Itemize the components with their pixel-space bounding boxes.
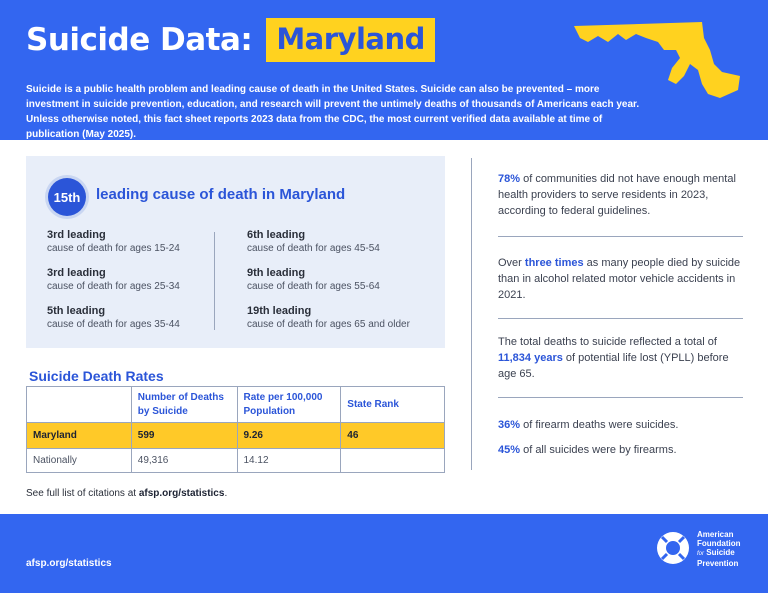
age-rank-item: 19th leading cause of death for ages 65 …: [247, 304, 427, 342]
age-rank-column-left: 3rd leading cause of death for ages 15-2…: [47, 228, 227, 342]
table-header-row: Number of Deaths by Suicide Rate per 100…: [26, 386, 445, 423]
age-rank-detail: cause of death for ages 45-54: [247, 243, 380, 254]
table-cell: 9.26: [236, 422, 342, 449]
vertical-divider: [471, 158, 472, 470]
stat-text: as many people died by suicide than in a…: [498, 257, 741, 301]
age-rank-detail: cause of death for ages 25-34: [47, 281, 180, 292]
stat-providers: 78% of communities did not have enough m…: [498, 171, 746, 219]
table-cell: 14.12: [236, 448, 342, 473]
page-title: Suicide Data:: [26, 22, 253, 58]
stat-highlight: 11,834 years: [498, 352, 563, 364]
state-name-badge: Maryland: [266, 18, 435, 62]
age-rank-heading: 9th leading: [247, 267, 306, 279]
citations-suffix: .: [224, 488, 228, 499]
citations-link[interactable]: afsp.org/statistics: [138, 488, 225, 499]
table-header-cell: [26, 386, 132, 423]
table-row-national: Nationally 49,316 14.12: [26, 448, 445, 473]
age-rank-item: 9th leading cause of death for ages 55-6…: [247, 266, 427, 304]
age-rank-heading: 5th leading: [47, 305, 106, 317]
stat-text: of firearm deaths were suicides.: [520, 419, 679, 431]
age-rank-detail: cause of death for ages 15-24: [47, 243, 180, 254]
stat-text: of communities did not have enough menta…: [498, 173, 736, 217]
logo-line-word: Suicide: [706, 548, 735, 557]
footer-banner: afsp.org/statistics American Foundation …: [0, 514, 768, 593]
stat-ypll: The total deaths to suicide reflected a …: [498, 334, 746, 382]
life-ring-icon: [657, 532, 689, 564]
age-rank-item: 6th leading cause of death for ages 45-5…: [247, 228, 427, 266]
stat-highlight: 45%: [498, 444, 521, 456]
stat-divider: [498, 236, 743, 237]
rank-label: leading cause of death in Maryland: [96, 186, 346, 203]
stat-highlight: three times: [524, 257, 584, 269]
age-rank-detail: cause of death for ages 35-44: [47, 319, 180, 330]
maryland-map-icon: [574, 22, 740, 98]
stat-divider: [498, 397, 743, 398]
citations-prefix: See full list of citations at: [26, 488, 139, 499]
stat-highlight: 78%: [498, 173, 521, 185]
stat-firearm-deaths: 36% of firearm deaths were suicides.: [498, 417, 746, 433]
age-rank-detail: cause of death for ages 65 and older: [247, 319, 410, 330]
stat-text: The total deaths to suicide reflected a …: [498, 336, 717, 348]
age-rank-item: 3rd leading cause of death for ages 25-3…: [47, 266, 227, 304]
age-rank-detail: cause of death for ages 55-64: [247, 281, 380, 292]
rates-table: Number of Deaths by Suicide Rate per 100…: [26, 386, 445, 473]
table-cell: Maryland: [26, 422, 132, 449]
age-rank-heading: 3rd leading: [47, 229, 106, 241]
logo-line: Foundation: [697, 539, 741, 548]
table-cell: 49,316: [130, 448, 238, 473]
rank-badge: 15th: [48, 178, 86, 216]
header-banner: Suicide Data: Maryland Suicide is a publ…: [0, 0, 768, 140]
age-rank-item: 3rd leading cause of death for ages 15-2…: [47, 228, 227, 266]
stat-comparison: Over three times as many people died by …: [498, 255, 746, 303]
logo-line: American: [697, 530, 734, 539]
age-rank-heading: 19th leading: [247, 305, 312, 317]
table-cell: [340, 448, 445, 473]
table-row-maryland: Maryland 599 9.26 46: [26, 422, 445, 449]
age-rank-item: 5th leading cause of death for ages 35-4…: [47, 304, 227, 342]
column-divider: [214, 232, 215, 330]
logo-line: Prevention: [697, 559, 739, 568]
logo-line: for Suicide: [697, 548, 757, 559]
footer-link[interactable]: afsp.org/statistics: [26, 558, 112, 569]
rates-title: Suicide Death Rates: [29, 368, 164, 384]
age-rank-heading: 3rd leading: [47, 267, 106, 279]
leading-cause-panel: 15th leading cause of death in Maryland …: [26, 156, 445, 348]
table-cell: 599: [130, 422, 238, 449]
citations-note: See full list of citations at afsp.org/s…: [26, 488, 227, 499]
table-cell: 46: [340, 422, 445, 449]
table-header-cell: Rate per 100,000 Population: [236, 386, 342, 423]
page-title-row: Suicide Data: Maryland: [26, 18, 435, 62]
logo-for: for: [697, 551, 705, 557]
stat-highlight: 36%: [498, 419, 521, 431]
stat-divider: [498, 318, 743, 319]
intro-paragraph: Suicide is a public health problem and l…: [26, 84, 640, 140]
table-cell: Nationally: [26, 448, 132, 473]
stat-firearm-suicides: 45% of all suicides were by firearms.: [498, 442, 746, 458]
table-header-cell: Number of Deaths by Suicide: [130, 386, 238, 423]
logo-wordmark: American Foundation for Suicide Preventi…: [697, 530, 757, 568]
stat-text: of potential life lost (YPLL) before age…: [498, 352, 729, 380]
age-rank-heading: 6th leading: [247, 229, 306, 241]
table-header-cell: State Rank: [340, 386, 445, 423]
stat-text: of all suicides were by firearms.: [520, 444, 677, 456]
stat-text: Over: [498, 257, 525, 269]
age-rank-column-right: 6th leading cause of death for ages 45-5…: [247, 228, 427, 342]
